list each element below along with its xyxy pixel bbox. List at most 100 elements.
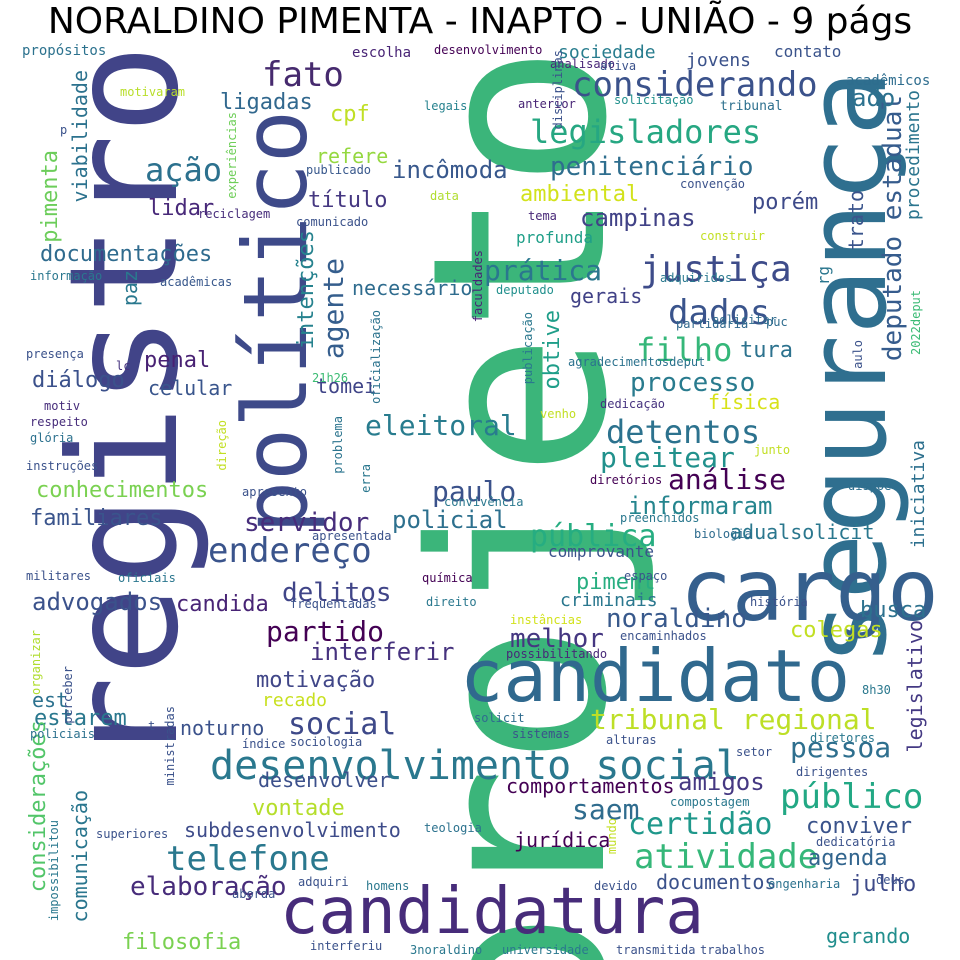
cloud-word: conhecimentos bbox=[36, 478, 209, 503]
cloud-word: militares bbox=[26, 569, 92, 583]
cloud-word: deputado bbox=[496, 283, 554, 297]
cloud-word: apresentada bbox=[312, 529, 392, 543]
cloud-word: junto bbox=[754, 443, 791, 457]
cloud-word: incômoda bbox=[392, 156, 508, 184]
cloud-word: refere bbox=[316, 144, 389, 168]
cloud-word: piment bbox=[576, 570, 656, 595]
cloud-word: apresento bbox=[242, 485, 308, 499]
cloud-word: gerais bbox=[570, 284, 643, 308]
cloud-word: rg bbox=[814, 266, 833, 286]
cloud-word: diretores bbox=[810, 731, 876, 745]
cloud-word: documentações bbox=[40, 242, 213, 267]
cloud-word: recado bbox=[262, 690, 328, 711]
cloud-word: busca bbox=[860, 598, 927, 623]
cloud-word: servidor bbox=[244, 508, 370, 538]
cloud-word: ação bbox=[145, 151, 223, 189]
cloud-word: vontade bbox=[252, 796, 345, 821]
cloud-word: aulo bbox=[851, 340, 865, 369]
cloud-word: celular bbox=[148, 376, 233, 400]
cloud-word: possibilitando bbox=[506, 647, 608, 661]
cloud-word: convivência bbox=[444, 495, 524, 509]
cloud-word: solicit bbox=[474, 711, 525, 725]
cloud-word: partido bbox=[266, 615, 385, 648]
cloud-word: 3noraldino bbox=[410, 943, 483, 957]
cloud-word: venho bbox=[540, 407, 577, 421]
cloud-word: dirigentes bbox=[796, 765, 869, 779]
cloud-word: saem bbox=[572, 793, 640, 826]
cloud-word: advogados bbox=[32, 588, 163, 616]
cloud-word: alturas bbox=[606, 733, 657, 747]
cloud-word: intenções bbox=[294, 230, 319, 350]
cloud-word: criminais bbox=[560, 590, 658, 611]
cloud-word: mundo bbox=[605, 818, 619, 855]
cloud-word: glória bbox=[30, 431, 74, 445]
cloud-word: familiares bbox=[30, 506, 163, 531]
cloud-word: candidatura bbox=[280, 875, 704, 949]
cloud-word: público bbox=[780, 777, 924, 817]
cloud-word: candida bbox=[176, 592, 269, 617]
cloud-word: cpf bbox=[330, 102, 370, 127]
cloud-word: oficiais bbox=[118, 571, 176, 585]
cloud-word: detentos bbox=[606, 413, 761, 451]
cloud-word: candidato bbox=[460, 634, 851, 718]
cloud-word: justiça bbox=[640, 249, 792, 290]
cloud-word: impossibilitou bbox=[47, 820, 61, 922]
cloud-word: prática bbox=[484, 254, 603, 287]
cloud-word: lidar bbox=[148, 196, 215, 221]
cloud-word: campinas bbox=[580, 204, 696, 232]
cloud-word: dedicação bbox=[600, 397, 666, 411]
cloud-word: instâncias bbox=[510, 613, 583, 627]
cloud-word: motivação bbox=[256, 668, 376, 693]
cloud-word: física bbox=[708, 390, 781, 414]
cloud-word: jurídica bbox=[514, 828, 611, 852]
cloud-word: endereço bbox=[208, 531, 372, 571]
cloud-word: experiências bbox=[225, 112, 239, 199]
cloud-word: agente bbox=[317, 258, 350, 360]
cloud-word: informação bbox=[30, 269, 103, 283]
cloud-word: motivaram bbox=[120, 85, 186, 99]
cloud-word: procedimento bbox=[903, 90, 924, 221]
cloud-word: delitos bbox=[282, 578, 392, 608]
cloud-word: porém bbox=[752, 190, 819, 215]
cloud-word: pleitear bbox=[600, 441, 735, 474]
cloud-word: melhor bbox=[510, 624, 604, 654]
cloud-word: superiores bbox=[96, 827, 169, 841]
cloud-word: deus bbox=[876, 873, 905, 887]
cloud-word: jovens bbox=[686, 50, 752, 71]
cloud-word: direção bbox=[215, 420, 229, 471]
cloud-word: erra bbox=[359, 464, 373, 493]
cloud-word: história bbox=[750, 595, 808, 609]
cloud-word: aborda bbox=[232, 887, 276, 901]
cloud-word: filho bbox=[636, 331, 733, 369]
cloud-word: pimenta bbox=[38, 150, 63, 243]
cloud-word: problema bbox=[331, 416, 345, 474]
cloud-word: respeito bbox=[30, 415, 88, 429]
cloud-word: certidão bbox=[628, 807, 773, 842]
cloud-word: faculdades bbox=[471, 250, 485, 323]
page-title: NORALDINO PIMENTA - INAPTO - UNIÃO - 9 p… bbox=[47, 1, 913, 42]
cloud-word: universidade bbox=[502, 943, 589, 957]
cloud-word: iniciativa bbox=[908, 440, 929, 549]
cloud-word: pessoa bbox=[790, 731, 892, 764]
cloud-word: dados bbox=[668, 293, 771, 333]
cloud-word: dedicatória bbox=[816, 835, 896, 849]
cloud-word: viabilidade bbox=[68, 70, 92, 203]
cloud-word: comunicado bbox=[296, 215, 369, 229]
cloud-word: analisado bbox=[550, 57, 616, 71]
cloud-word: 8h30 bbox=[862, 683, 891, 697]
cloud-word: comprovante bbox=[548, 542, 654, 561]
cloud-word: sistemas bbox=[512, 727, 570, 741]
cloud-word: tribunal regional bbox=[590, 703, 877, 736]
cloud-word: contato bbox=[774, 42, 842, 61]
cloud-word: fato bbox=[262, 55, 344, 95]
cloud-word: análise bbox=[668, 463, 787, 496]
cloud-word: diretórios bbox=[590, 473, 663, 487]
cloud-word: conviver bbox=[806, 814, 912, 839]
cloud-word: penitenciário bbox=[550, 152, 754, 182]
cloud-word: ligadas bbox=[220, 90, 313, 115]
cloud-word: anterior bbox=[518, 97, 576, 111]
cloud-word: adualsolicit bbox=[730, 520, 875, 544]
cloud-word: ministradas bbox=[163, 706, 177, 786]
cloud-word: comunicação bbox=[68, 790, 92, 923]
